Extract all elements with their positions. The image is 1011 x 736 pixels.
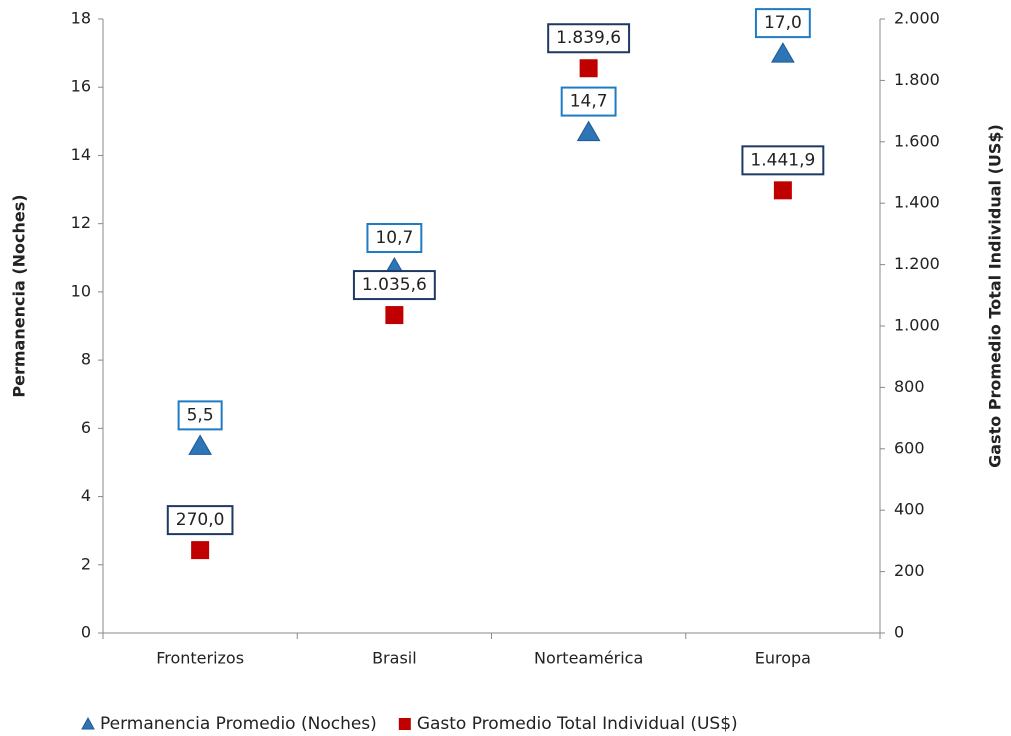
legend-marker — [398, 718, 411, 730]
y2-tick-label: 1.400 — [894, 193, 940, 212]
x-tick-label: Fronterizos — [156, 649, 244, 668]
data-label: 1.441,9 — [750, 150, 815, 170]
y2-tick-label: 800 — [894, 377, 925, 396]
data-label: 17,0 — [764, 13, 802, 33]
legend-label: Gasto Promedio Total Individual (US$) — [417, 714, 738, 734]
legend-marker — [81, 716, 95, 730]
marker — [188, 434, 212, 455]
y-tick-label: 16 — [71, 77, 91, 96]
x-tick-label: Norteamérica — [534, 649, 643, 668]
marker — [191, 541, 210, 560]
data-label-box — [366, 223, 423, 254]
data-label: 1.839,6 — [556, 28, 621, 48]
data-label-box — [754, 8, 811, 39]
data-label: 10,7 — [375, 228, 413, 248]
data-label-box — [166, 505, 234, 536]
data-label-box — [560, 86, 617, 117]
data-label-box — [177, 400, 223, 431]
y2-tick-label: 400 — [894, 500, 925, 519]
marker — [576, 120, 601, 142]
data-label: 270,0 — [176, 510, 225, 530]
marker — [771, 42, 795, 63]
y-tick-label: 14 — [71, 145, 91, 164]
data-label: 5,5 — [187, 405, 214, 425]
y-tick-label: 2 — [81, 554, 91, 573]
y-tick-label: 12 — [71, 213, 91, 232]
y-tick-label: 4 — [81, 486, 91, 505]
y-tick-label: 0 — [81, 623, 91, 642]
y-tick-label: 18 — [71, 9, 91, 28]
y2-tick-label: 1.800 — [894, 70, 940, 89]
y2-tick-label: 600 — [894, 438, 925, 457]
marker — [579, 59, 598, 78]
y2-tick-label: 200 — [894, 561, 925, 580]
legend-label: Permanencia Promedio (Noches) — [100, 714, 377, 734]
data-label: 14,7 — [570, 92, 608, 112]
y2-axis-title: Gasto Promedio Total Individual (US$) — [986, 124, 1005, 468]
y2-tick-label: 2.000 — [894, 9, 940, 28]
data-label-box — [741, 145, 825, 176]
data-label-box — [352, 270, 436, 301]
marker — [385, 306, 404, 325]
y-tick-label: 10 — [71, 281, 91, 300]
x-tick-label: Brasil — [372, 649, 417, 668]
y2-tick-label: 1.000 — [894, 316, 940, 335]
y2-tick-label: 1.200 — [894, 254, 940, 273]
y2-tick-label: 1.600 — [894, 131, 940, 150]
y-tick-label: 6 — [81, 418, 91, 437]
data-label-box — [547, 23, 631, 54]
x-tick-label: Europa — [755, 649, 811, 668]
marker — [773, 181, 792, 200]
data-label: 1.035,6 — [362, 275, 427, 295]
y-tick-label: 8 — [81, 350, 91, 369]
y-axis-title: Permanencia (Noches) — [10, 194, 29, 397]
y2-tick-label: 0 — [894, 623, 904, 642]
